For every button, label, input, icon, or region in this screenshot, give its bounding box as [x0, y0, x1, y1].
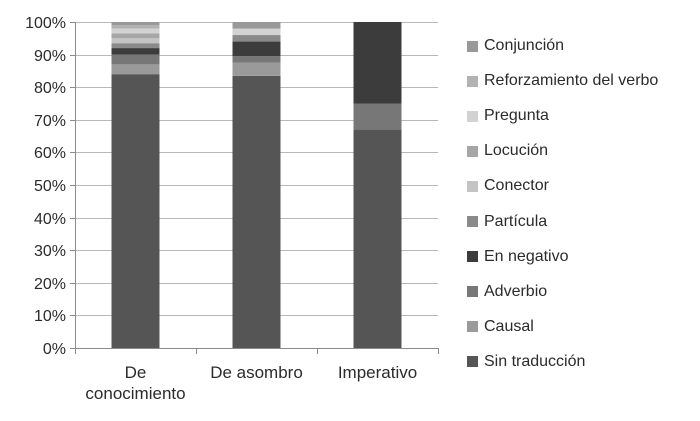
y-tick-label: 10% [34, 308, 66, 325]
bar-segment [232, 28, 281, 36]
bar-segment [232, 35, 281, 42]
y-tick-label: 30% [34, 243, 66, 260]
bar-segment [232, 56, 281, 63]
legend-swatch [467, 40, 478, 52]
bar-segment [353, 129, 402, 348]
bar-segment [353, 103, 402, 130]
legend-swatch [467, 321, 478, 333]
legend-label: Conjunción [484, 37, 565, 54]
bar-segment [353, 22, 402, 104]
legend-label: Locución [484, 142, 549, 160]
y-tick-label: 100% [25, 15, 66, 32]
bar-segment [232, 22, 281, 29]
bar-segment [111, 33, 160, 39]
bar-segment [111, 38, 160, 44]
x-category-label: conocimiento [85, 384, 185, 403]
legend-label: Sin traducción [484, 352, 586, 370]
legend-swatch [467, 145, 478, 157]
bar-segment [111, 43, 160, 49]
y-axis-ticks: 0% 10% 20% 30% 40% 50% 60% 70% 80% 90% 100% [25, 15, 75, 358]
legend-item: Conjunción [467, 36, 564, 56]
y-tick-label: 20% [34, 276, 66, 293]
bar-segment [111, 48, 160, 55]
legend-label: Causal [484, 317, 534, 335]
bar-segment [111, 54, 160, 65]
legend-swatch [467, 356, 478, 368]
bar-segment [232, 41, 281, 57]
y-tick-label: 80% [34, 80, 66, 97]
y-tick-label: 60% [34, 145, 66, 162]
y-tick-label: 90% [34, 48, 66, 65]
legend-swatch [467, 286, 478, 298]
legend-label: Conector [484, 177, 549, 195]
legend-label: Reforzamiento del verbo [484, 72, 659, 90]
bar-segment [111, 74, 160, 348]
bar-segment [111, 28, 160, 34]
legend-label: Partícula [484, 212, 548, 230]
legend-item: En negativo [467, 247, 569, 267]
legend-item: Sin traducción [467, 352, 585, 372]
x-category-label: De asombro [210, 363, 303, 382]
y-tick-label: 0% [43, 341, 66, 358]
legend-item: Locución [467, 141, 548, 161]
bar-segment [232, 75, 281, 348]
legend-swatch [467, 180, 478, 192]
bar-segment [111, 25, 160, 29]
x-category-label: Imperativo [338, 363, 417, 382]
legend-item: Adverbio [467, 282, 547, 302]
y-tick-label: 50% [34, 178, 66, 195]
legend-item: Reforzamiento del verbo [467, 71, 658, 91]
bar-segment [111, 22, 160, 26]
legend-label: Pregunta [484, 107, 549, 125]
legend-label: Adverbio [484, 282, 548, 300]
legend-swatch [467, 251, 478, 263]
bars [111, 22, 402, 348]
bar-segment [111, 64, 160, 75]
axes [75, 22, 439, 354]
y-tick-label: 70% [34, 113, 66, 130]
y-tick-label: 40% [34, 211, 66, 228]
bar-segment [232, 62, 281, 76]
legend-item: Conector [467, 176, 549, 196]
legend-item: Partícula [467, 212, 547, 232]
legend-label: En negativo [484, 247, 569, 265]
legend-item: Pregunta [467, 106, 549, 126]
x-category-label: De [125, 363, 147, 382]
x-axis-labels: De conocimiento De asombro Imperativo [85, 363, 417, 403]
legend-swatch [467, 110, 478, 122]
legend-item: Causal [467, 317, 534, 337]
legend-swatch [467, 75, 478, 87]
legend-swatch [467, 216, 478, 227]
